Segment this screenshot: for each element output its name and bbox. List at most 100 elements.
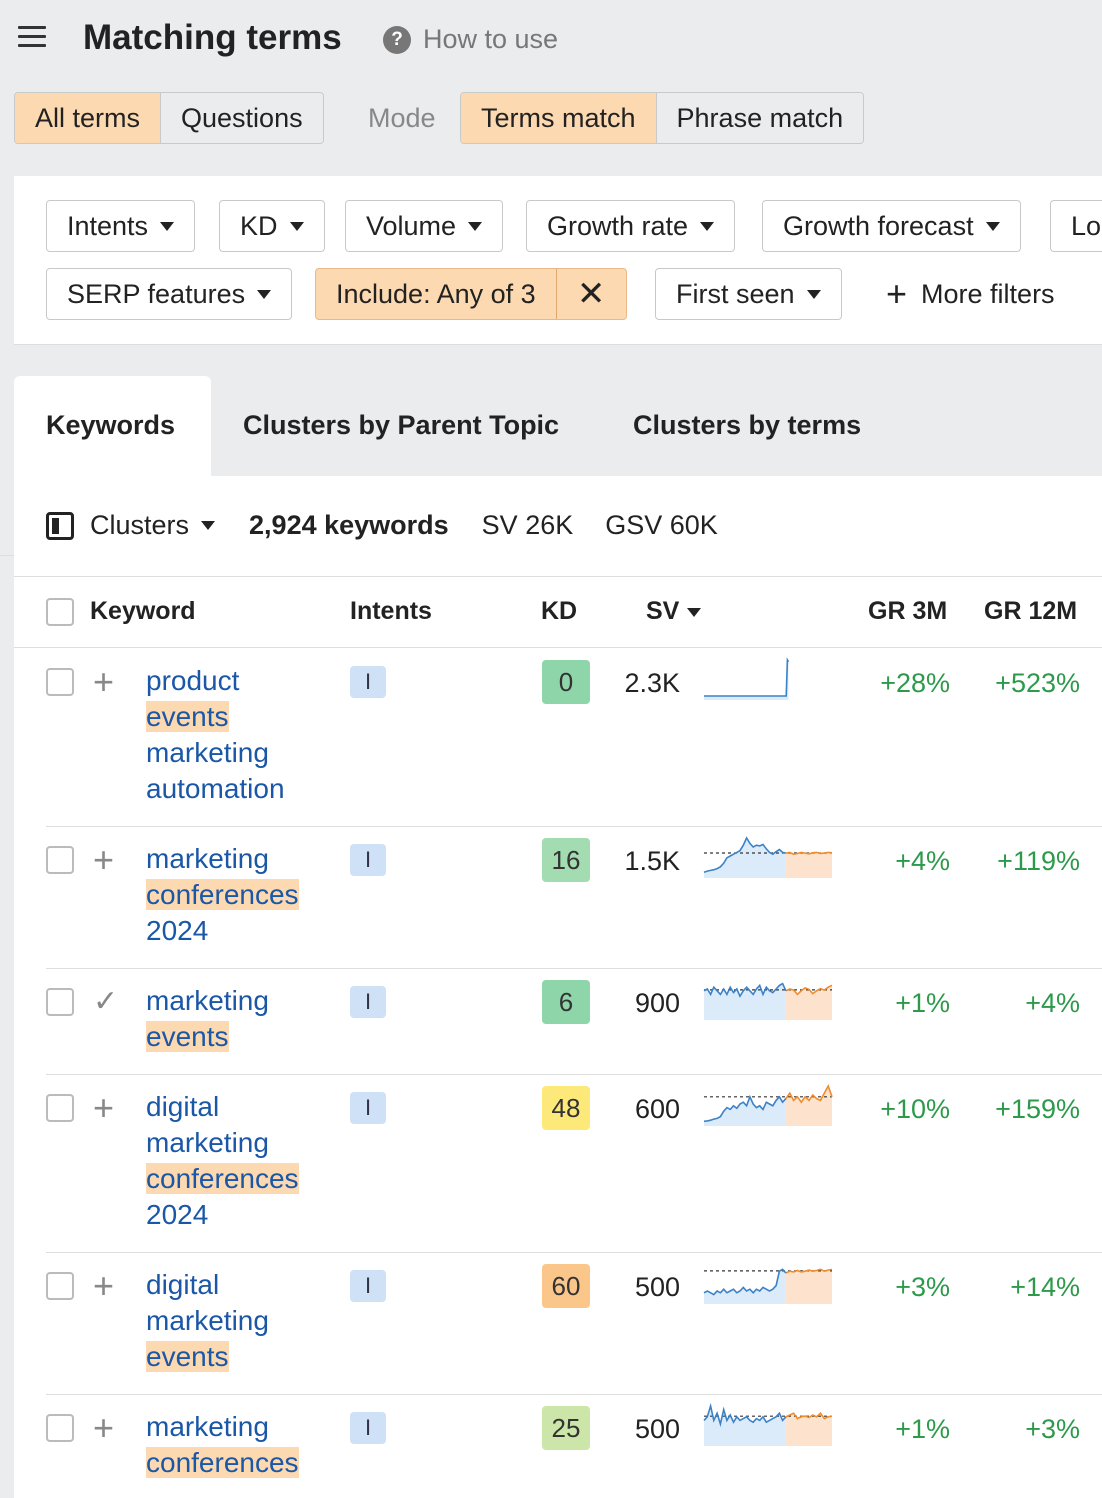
tab-clusters-parent-topic[interactable]: Clusters by Parent Topic (243, 410, 560, 440)
serp-features-filter[interactable]: SERP features (46, 268, 293, 320)
keyword-link[interactable]: product events marketing automation (146, 663, 321, 807)
tab-clusters-terms[interactable]: Clusters by terms (633, 410, 862, 440)
kd-badge: 48 (542, 1086, 590, 1130)
caret-down-icon[interactable] (201, 521, 216, 530)
kd-badge: 16 (542, 838, 590, 882)
intents-filter[interactable]: Intents (46, 200, 196, 252)
keyword-word: conferences (146, 1163, 299, 1194)
row-checkbox[interactable] (46, 668, 74, 696)
trend-sparkline[interactable] (704, 656, 832, 700)
more-filters-label: More filters (921, 278, 1055, 309)
term-type-toggle: All terms Questions (14, 92, 324, 144)
phrase-match-toggle[interactable]: Phrase match (655, 93, 864, 143)
row-checkbox[interactable] (46, 1414, 74, 1442)
keyword-link[interactable]: marketing conferences (146, 1409, 321, 1481)
all-terms-toggle[interactable]: All terms (15, 93, 161, 143)
select-all-checkbox[interactable] (46, 598, 74, 626)
keyword-word: product (146, 665, 240, 696)
forecast-area (785, 985, 832, 1020)
more-filters-button[interactable]: + More filters (886, 276, 1055, 312)
volume-filter-label: Volume (366, 210, 457, 241)
row-checkbox[interactable] (46, 846, 74, 874)
keyword-word: events (146, 1341, 229, 1372)
gr3m-value: +1% (895, 988, 950, 1018)
keyword-word: 2024 (146, 1199, 209, 1230)
tab-keywords[interactable]: Keywords (46, 410, 176, 440)
hamburger-menu-icon[interactable] (18, 26, 46, 48)
keyword-word: marketing (146, 1305, 269, 1336)
trend-sparkline[interactable] (703, 1260, 833, 1304)
plus-icon: + (886, 273, 908, 314)
keyword-link[interactable]: marketing conferences 2024 (146, 841, 321, 949)
tab-keywords-bg (14, 376, 211, 476)
sv-value: 900 (634, 988, 680, 1018)
trend-area (704, 1096, 786, 1126)
intent-badge: I (350, 986, 386, 1018)
gr12m-value: +3% (1025, 1414, 1080, 1444)
page-title: Matching terms (83, 18, 342, 57)
trend-area (704, 838, 786, 878)
row-checkbox[interactable] (46, 988, 74, 1016)
forecast-line (785, 1411, 833, 1420)
sort-desc-icon (687, 607, 702, 617)
add-to-list-icon[interactable]: + (93, 661, 115, 702)
keyword-link[interactable]: digital marketing events (146, 1267, 321, 1375)
how-to-use-link[interactable]: ? How to use (383, 24, 558, 55)
growth-rate-filter[interactable]: Growth rate (526, 200, 736, 252)
summary-bar: Clusters 2,924 keywords SV 26K GSV 60K (46, 510, 718, 541)
kd-badge: 25 (542, 1406, 590, 1450)
match-mode-toggle: Terms match Phrase match (460, 92, 865, 144)
keyword-word: marketing (146, 843, 269, 874)
forecast-line (785, 1084, 833, 1104)
gr3m-value: +4% (895, 846, 950, 876)
side-divider (0, 555, 14, 556)
col-gr3m[interactable]: GR 3M (868, 597, 948, 625)
growth-forecast-filter[interactable]: Growth forecast (762, 200, 1021, 252)
trend-line (703, 1402, 787, 1428)
sidebar-panel-icon[interactable] (46, 511, 74, 540)
keyword-link[interactable]: digital marketing conferences 2024 (146, 1089, 321, 1233)
first-seen-filter[interactable]: First seen (655, 268, 842, 320)
intent-badge: I (350, 1412, 386, 1444)
trend-sparkline[interactable] (703, 1082, 833, 1126)
col-gr12m[interactable]: GR 12M (984, 597, 1078, 625)
forecast-area (785, 1413, 832, 1446)
col-keyword[interactable]: Keyword (90, 597, 196, 625)
location-filter-partial[interactable]: Lo (1050, 200, 1102, 252)
intent-badge: I (350, 1092, 386, 1124)
terms-match-toggle[interactable]: Terms match (461, 93, 656, 143)
row-checkbox[interactable] (46, 1094, 74, 1122)
clear-filter-icon[interactable]: ✕ (555, 269, 626, 319)
trend-area (704, 1269, 786, 1304)
keyword-link[interactable]: marketing events (146, 983, 321, 1055)
add-to-list-icon[interactable]: + (93, 1087, 115, 1128)
clusters-dropdown[interactable]: Clusters (90, 510, 190, 540)
col-intents[interactable]: Intents (350, 597, 432, 625)
gr12m-value: +159% (995, 1094, 1080, 1124)
intent-badge: I (350, 1270, 386, 1302)
kd-filter[interactable]: KD (219, 200, 325, 252)
gr12m-value: +119% (997, 846, 1080, 876)
volume-filter[interactable]: Volume (345, 200, 504, 252)
sv-value: 2.3K (624, 668, 680, 698)
gr12m-value: +4% (1025, 988, 1080, 1018)
trend-sparkline[interactable] (703, 976, 833, 1020)
how-to-use-label: How to use (423, 24, 559, 54)
questions-toggle[interactable]: Questions (160, 93, 323, 143)
include-filter[interactable]: Include: Any of 3 ✕ (315, 268, 627, 320)
forecast-line (785, 1268, 833, 1274)
trend-area (704, 1406, 786, 1446)
kd-badge: 0 (542, 660, 590, 704)
mode-label: Mode (368, 103, 436, 133)
trend-sparkline[interactable] (703, 1402, 833, 1446)
trend-area (704, 983, 786, 1020)
col-kd[interactable]: KD (541, 597, 578, 625)
add-to-list-icon[interactable]: + (93, 1407, 115, 1448)
trend-sparkline[interactable] (703, 834, 833, 878)
col-sv-wrap[interactable]: SV (646, 597, 702, 626)
row-checkbox[interactable] (46, 1272, 74, 1300)
gr3m-value: +1% (895, 1414, 950, 1444)
add-to-list-icon[interactable]: + (93, 1265, 115, 1306)
add-to-list-icon[interactable]: + (93, 839, 115, 880)
growth-forecast-filter-label: Growth forecast (783, 210, 974, 241)
